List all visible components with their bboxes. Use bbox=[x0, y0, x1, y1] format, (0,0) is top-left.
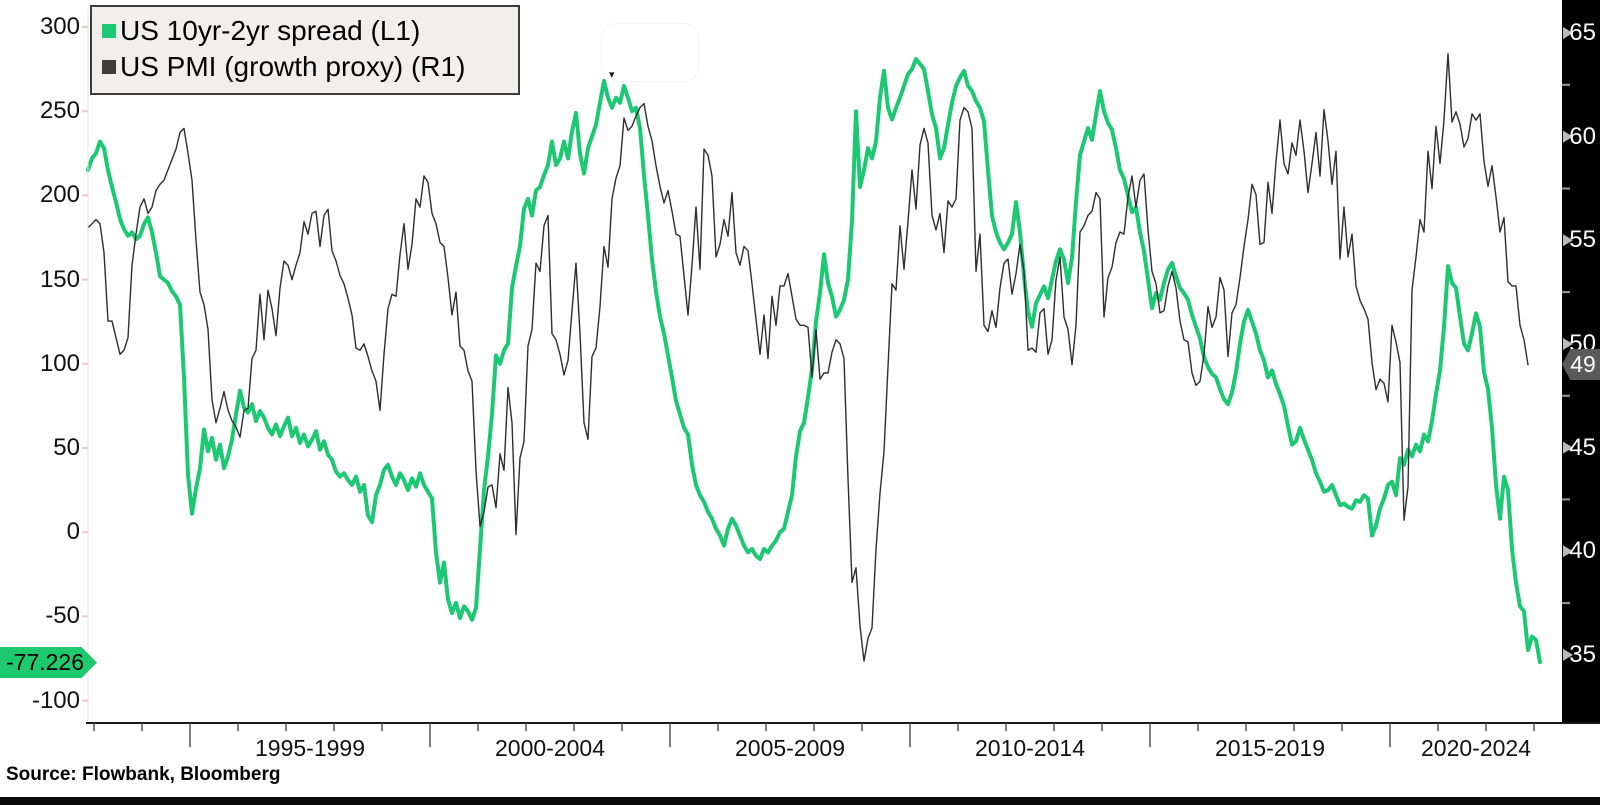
bottom-frame-bar bbox=[0, 797, 1600, 805]
left-axis-tick-200: 200 bbox=[39, 181, 80, 209]
x-axis-period-label-2000-2004: 2000-2004 bbox=[495, 735, 605, 761]
whiteout-artifact: ▾ bbox=[602, 24, 698, 81]
x-axis-period-label-2020-2024: 2020-2024 bbox=[1421, 735, 1531, 761]
left-axis-tick--100: -100 bbox=[31, 686, 80, 714]
left-axis-tick-150: 150 bbox=[39, 265, 80, 293]
spread-series-label: US 10yr-2yr spread (L1) bbox=[120, 15, 421, 46]
spread-series-swatch bbox=[102, 24, 116, 38]
right-axis-tick-45: 45 bbox=[1569, 433, 1596, 461]
left-axis-tick-0: 0 bbox=[66, 518, 80, 546]
x-axis-period-label-2010-2014: 2010-2014 bbox=[975, 735, 1085, 761]
left-axis-tick-250: 250 bbox=[39, 97, 80, 125]
legend-row-pmi: US PMI (growth proxy) (R1) bbox=[102, 49, 508, 85]
pmi-series-label: US PMI (growth proxy) (R1) bbox=[120, 51, 466, 82]
left-axis-tick--50: -50 bbox=[45, 602, 80, 630]
x-axis-period-label-2015-2019: 2015-2019 bbox=[1215, 735, 1325, 761]
left-axis-tick-300: 300 bbox=[39, 13, 80, 40]
left-axis-tick-50: 50 bbox=[53, 434, 80, 461]
right-axis-tick-60: 60 bbox=[1569, 122, 1596, 150]
legend-row-spread: US 10yr-2yr spread (L1) bbox=[102, 13, 508, 49]
legend-box: US 10yr-2yr spread (L1) US PMI (growth p… bbox=[90, 5, 520, 95]
right-axis-tick-65: 65 bbox=[1569, 19, 1596, 46]
pmi-series-swatch bbox=[102, 60, 116, 74]
right-axis-tick-35: 35 bbox=[1569, 640, 1596, 668]
source-text: Source: Flowbank, Bloomberg bbox=[6, 764, 281, 785]
left-axis-tick-100: 100 bbox=[39, 349, 80, 377]
artifact-mark: ▾ bbox=[609, 69, 615, 81]
right-axis-tick-55: 55 bbox=[1569, 226, 1596, 254]
x-axis-period-label-2005-2009: 2005-2009 bbox=[735, 735, 845, 761]
right-axis-tick-40: 40 bbox=[1569, 537, 1596, 565]
series-line-pmi bbox=[87, 53, 1529, 662]
x-axis-period-label-1995-1999: 1995-1999 bbox=[255, 735, 365, 761]
spread-last-value-badge: -77.226 bbox=[0, 647, 97, 678]
pmi-last-value-badge: 49 bbox=[1562, 349, 1600, 380]
